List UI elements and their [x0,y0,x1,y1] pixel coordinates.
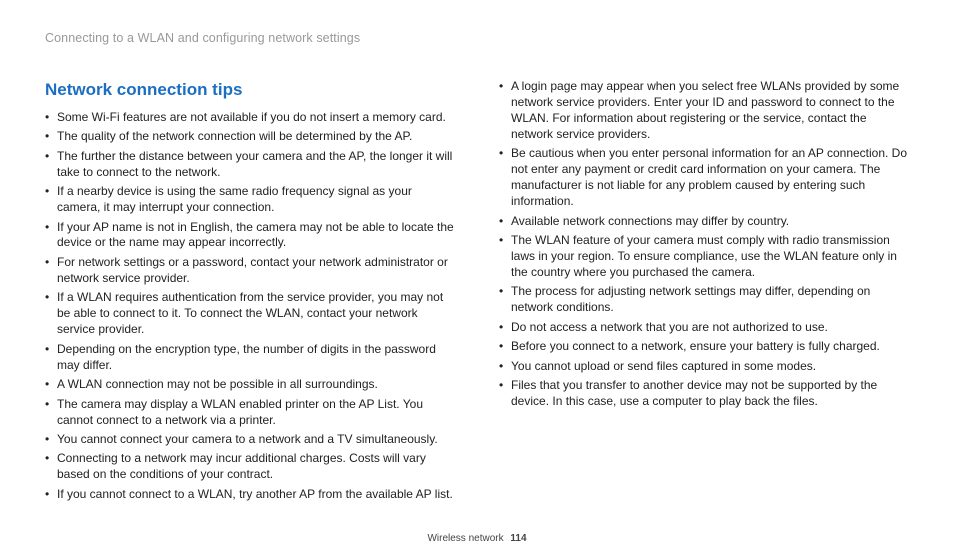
left-column: Network connection tips Some Wi-Fi featu… [45,79,455,506]
list-item: For network settings or a password, cont… [45,255,455,287]
list-item: The process for adjusting network settin… [499,284,909,316]
list-item: Depending on the encryption type, the nu… [45,342,455,374]
list-item: The WLAN feature of your camera must com… [499,233,909,281]
breadcrumb: Connecting to a WLAN and configuring net… [45,30,909,47]
list-item: The further the distance between your ca… [45,149,455,181]
tips-list-right: A login page may appear when you select … [499,79,909,410]
list-item: Files that you transfer to another devic… [499,378,909,410]
list-item: The quality of the network connection wi… [45,129,455,145]
list-item: Connecting to a network may incur additi… [45,451,455,483]
document-page: Connecting to a WLAN and configuring net… [0,0,954,557]
right-column: A login page may appear when you select … [499,79,909,506]
list-item: The camera may display a WLAN enabled pr… [45,397,455,429]
list-item: If you cannot connect to a WLAN, try ano… [45,487,455,503]
footer-section-label: Wireless network [427,533,503,544]
page-footer: Wireless network 114 [0,532,954,546]
list-item: Before you connect to a network, ensure … [499,339,909,355]
list-item: Some Wi-Fi features are not available if… [45,110,455,126]
tips-list-left: Some Wi-Fi features are not available if… [45,110,455,503]
list-item: Available network connections may differ… [499,214,909,230]
page-title: Network connection tips [45,79,455,102]
list-item: If your AP name is not in English, the c… [45,220,455,252]
list-item: You cannot connect your camera to a netw… [45,432,455,448]
list-item: A login page may appear when you select … [499,79,909,143]
list-item: Do not access a network that you are not… [499,320,909,336]
list-item: A WLAN connection may not be possible in… [45,377,455,393]
list-item: You cannot upload or send files captured… [499,359,909,375]
content-columns: Network connection tips Some Wi-Fi featu… [45,79,909,506]
list-item: Be cautious when you enter personal info… [499,146,909,210]
list-item: If a nearby device is using the same rad… [45,184,455,216]
page-number: 114 [510,533,526,544]
list-item: If a WLAN requires authentication from t… [45,290,455,338]
